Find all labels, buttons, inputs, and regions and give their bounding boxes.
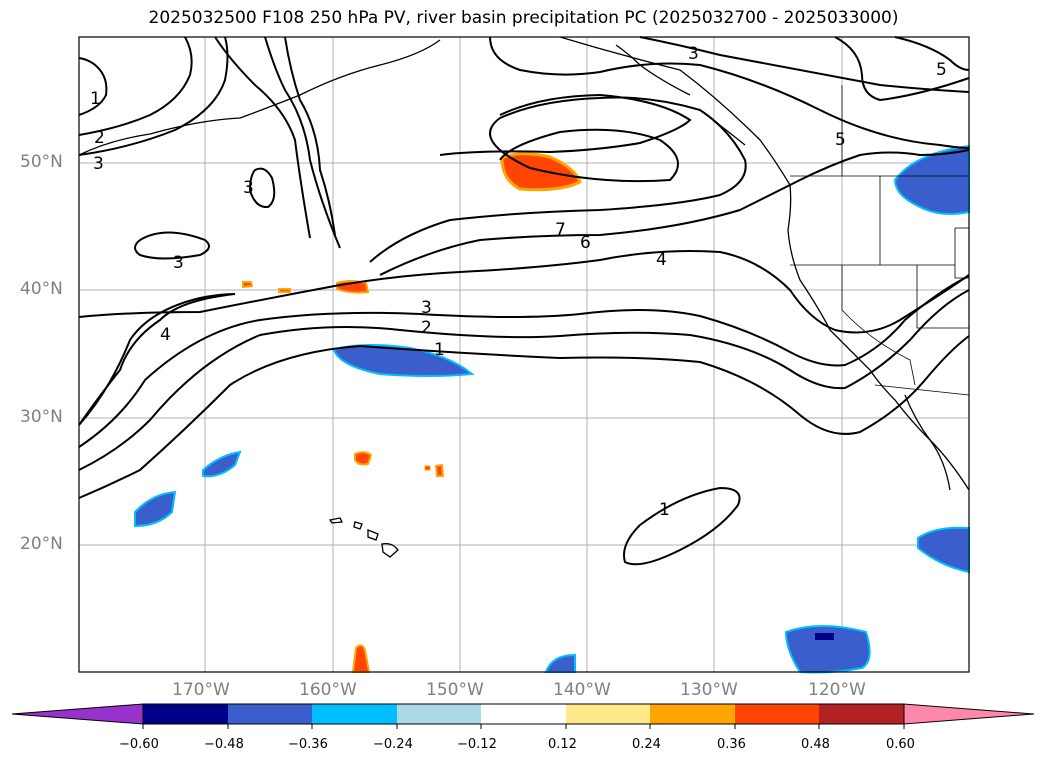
lon-label: 140°W: [553, 680, 611, 700]
contour-label: 7: [555, 220, 566, 240]
lat-label: 50°N: [20, 152, 63, 172]
pv-contours: [78, 36, 970, 566]
colorbar-tick-label: −0.48: [204, 737, 244, 752]
contour-label: 3: [421, 298, 432, 318]
contour-labels: 1 2 3 3 3 4 4 5 5 6 7 3 2 1 1 3: [90, 44, 947, 520]
contour-label: 3: [243, 178, 254, 198]
precip-positive-regions: [242, 152, 582, 673]
map-title: 2025032500 F108 250 hPa PV, river basin …: [148, 8, 899, 28]
colorbar-tick-label: −0.12: [457, 737, 497, 752]
colorbar: [11, 703, 1035, 729]
contour-label: 1: [659, 500, 670, 520]
map-frame: [78, 36, 970, 673]
contour-label: 2: [421, 318, 432, 338]
lat-label: 30°N: [20, 407, 63, 427]
contour-label: 2: [94, 128, 105, 148]
lon-label: 130°W: [680, 680, 738, 700]
lat-label: 20°N: [20, 534, 63, 554]
contour-label: 5: [835, 130, 846, 150]
colorbar-tick-label: −0.36: [288, 737, 328, 752]
plot-area: 1 2 3 3 3 4 4 5 5 6 7 3 2 1 1 3: [78, 36, 970, 674]
lon-label: 120°W: [808, 680, 866, 700]
colorbar-tick-label: −0.24: [373, 737, 413, 752]
lon-label: 160°W: [299, 680, 357, 700]
colorbar-tick-label: 0.48: [801, 737, 830, 752]
contour-label: 1: [434, 340, 445, 360]
lat-label: 40°N: [20, 279, 63, 299]
colorbar-tick-label: −0.60: [119, 737, 159, 752]
contour-label: 1: [90, 89, 101, 109]
colorbar-under-arrow: [11, 703, 144, 725]
lon-label: 150°W: [426, 680, 484, 700]
colorbar-tick-label: 0.36: [717, 737, 746, 752]
colorbar-tick-label: 0.24: [632, 737, 661, 752]
contour-label: 4: [160, 325, 171, 345]
contour-label: 6: [580, 233, 591, 253]
colorbar-over-arrow: [903, 703, 1035, 725]
colorbar-tick-label: 0.60: [886, 737, 915, 752]
contour-label: 4: [656, 250, 667, 270]
contour-label: 3: [688, 44, 699, 64]
lon-label: 170°W: [172, 680, 230, 700]
contour-label: 5: [936, 60, 947, 80]
contour-label: 3: [173, 253, 184, 273]
contour-label: 3: [93, 154, 104, 174]
colorbar-tick-label: 0.12: [548, 737, 577, 752]
